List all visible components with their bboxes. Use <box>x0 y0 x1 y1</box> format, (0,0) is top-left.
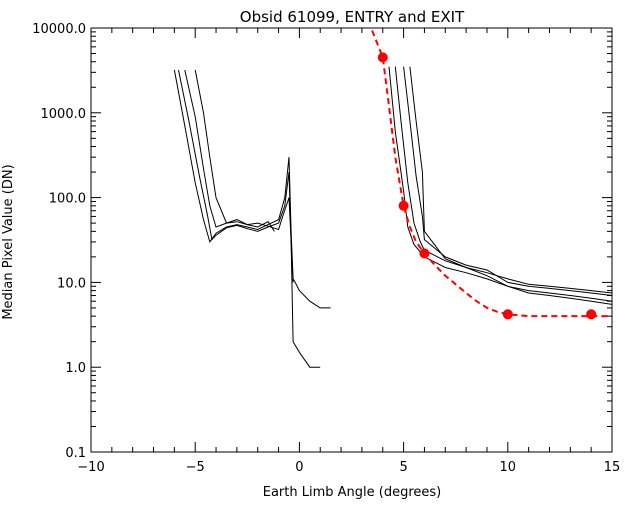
model-curve <box>369 28 612 318</box>
model-point-3 <box>419 248 430 259</box>
x-axis-label: Earth Limb Angle (degrees) <box>263 485 442 500</box>
x-tick-label: −5 <box>186 460 205 475</box>
plot-frame <box>90 27 613 453</box>
series-line-4 <box>194 69 275 232</box>
x-tick-label: −10 <box>77 460 104 475</box>
chart-title: Obsid 61099, ENTRY and EXIT <box>240 8 465 26</box>
x-tick-label: 0 <box>295 460 303 475</box>
x-tick-label: 10 <box>500 460 517 475</box>
y-tick-label: 0.1 <box>65 446 86 461</box>
y-tick-label: 10.0 <box>57 276 86 291</box>
series-line-8 <box>409 66 612 302</box>
model-point-1 <box>377 52 388 63</box>
series-layer <box>173 66 612 368</box>
y-tick-label: 1000.0 <box>41 107 87 122</box>
y-axis-label: Median Pixel Value (DN) <box>1 164 16 319</box>
y-tick-label: 100.0 <box>49 192 86 207</box>
y-tick-label: 1.0 <box>65 361 86 376</box>
y-tick-label: 10000.0 <box>32 22 86 37</box>
model-point-4 <box>502 309 513 320</box>
x-tick-label: 15 <box>604 460 621 475</box>
ticks-layer: −10 −5 0 5 10 15 0.1 1.0 10.0 100.0 1000.0 10000.0 <box>32 22 620 475</box>
series-line-3 <box>184 69 294 283</box>
axes-layer <box>90 27 613 453</box>
model-points-layer <box>377 52 597 320</box>
series-line-1 <box>173 69 331 309</box>
series-line-7 <box>403 66 612 296</box>
model-layer <box>369 28 612 318</box>
model-point-2 <box>398 200 409 211</box>
model-point-5 <box>586 309 597 320</box>
series-line-2 <box>178 69 321 368</box>
x-tick-label: 5 <box>399 460 407 475</box>
